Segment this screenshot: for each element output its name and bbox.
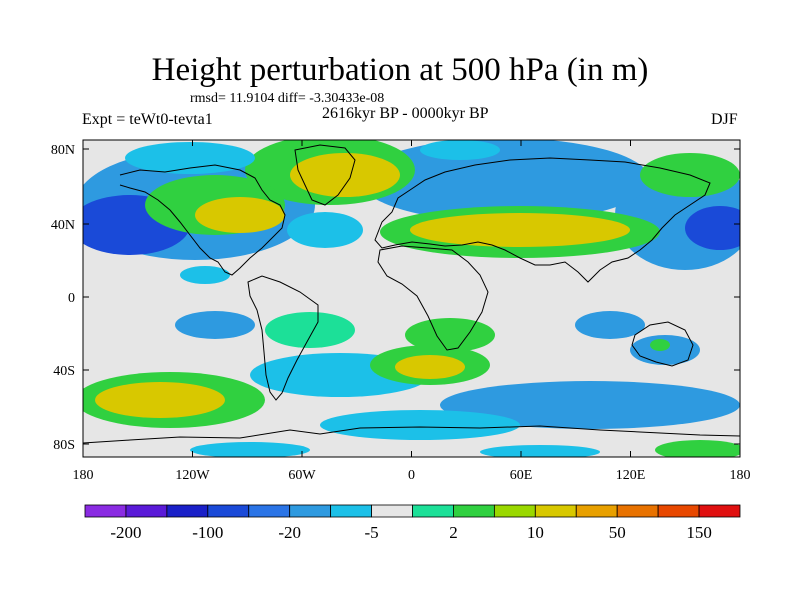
field-band — [410, 213, 630, 247]
lon-tick-label: 180 — [73, 468, 94, 483]
field-band — [360, 140, 650, 222]
colorbar-swatch — [616, 504, 659, 518]
colorbar-swatch — [534, 504, 577, 518]
coastlines — [83, 144, 740, 444]
field-band — [290, 153, 400, 197]
season-label: DJF — [711, 111, 738, 128]
colorbar-label: -5 — [364, 523, 378, 542]
australia-outline — [631, 321, 694, 367]
colorbar-swatch — [84, 504, 127, 518]
field-band — [655, 440, 740, 457]
colorbar-label: 2 — [449, 523, 458, 542]
field-band — [480, 445, 600, 457]
colorbar-label: -20 — [278, 523, 301, 542]
experiment-label: Expt = teWt0-tevta1 — [82, 111, 213, 128]
colorbar: -200 -100 -20 -5 2 10 50 150 — [84, 504, 741, 542]
colorbar-label: 150 — [686, 523, 712, 542]
field-band — [395, 355, 465, 379]
field-band — [575, 311, 645, 339]
greenland-outline — [294, 144, 356, 206]
colorbar-label: 10 — [527, 523, 544, 542]
colorbar-swatch — [453, 504, 495, 518]
period-label: 2616kyr BP - 0000kyr BP — [322, 105, 489, 122]
field-band — [405, 318, 495, 352]
lon-tick-label: 120E — [616, 468, 646, 483]
contour-field — [83, 140, 740, 457]
field-band — [420, 140, 500, 160]
lon-tick-label: 120W — [175, 468, 210, 483]
colorbar-swatch — [371, 504, 413, 518]
colorbar-swatch — [207, 504, 250, 518]
field-band — [265, 312, 355, 348]
colorbar-swatch — [289, 504, 332, 518]
field-band — [440, 381, 740, 429]
lon-tick-label: 0 — [408, 468, 415, 483]
eurasia-outline — [374, 157, 711, 283]
field-band — [195, 197, 285, 233]
antarctica-outline — [83, 425, 740, 444]
field-band — [320, 410, 520, 440]
field-band — [190, 442, 310, 457]
colorbar-swatch — [166, 504, 209, 518]
field-band — [180, 266, 230, 284]
plot-title: Height perturbation at 500 hPa (in m) — [151, 52, 649, 88]
colorbar-swatch — [657, 504, 700, 518]
lon-tick-label: 180 — [730, 468, 751, 483]
colorbar-swatch — [412, 504, 454, 518]
field-band — [650, 339, 670, 351]
colorbar-swatch — [698, 504, 741, 518]
south-america-outline — [247, 275, 319, 401]
colorbar-swatch — [493, 504, 536, 518]
field-band — [287, 212, 363, 248]
colorbar-swatch — [248, 504, 291, 518]
lon-tick-label: 60W — [288, 468, 316, 483]
field-band — [685, 206, 740, 250]
north-america-outline — [119, 164, 286, 276]
colorbar-label: -100 — [192, 523, 223, 542]
field-band — [175, 311, 255, 339]
lat-tick-label: 80N — [51, 143, 75, 158]
lat-tick-label: 80S — [53, 438, 75, 453]
field-band — [95, 382, 225, 418]
lat-tick-label: 40N — [51, 218, 75, 233]
stats-label: rmsd= 11.9104 diff= -3.30433e-08 — [190, 91, 385, 106]
axis-ticks: 80N 40N 0 40S 80S 180 120W 60W 0 60E 120E 180 — [51, 140, 751, 483]
lat-tick-label: 0 — [68, 291, 75, 306]
colorbar-label: -200 — [110, 523, 141, 542]
colorbar-swatch — [330, 504, 372, 518]
colorbar-swatch — [575, 504, 618, 518]
colorbar-label: 50 — [609, 523, 626, 542]
colorbar-swatch — [125, 504, 168, 518]
lon-tick-label: 60E — [510, 468, 533, 483]
lat-tick-label: 40S — [53, 364, 75, 379]
africa-outline — [377, 245, 489, 351]
